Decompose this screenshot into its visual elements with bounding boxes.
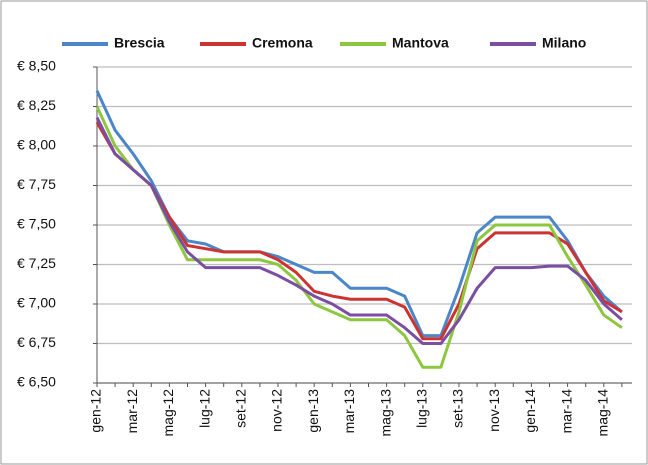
y-tick-label: € 8,25 xyxy=(17,97,56,113)
x-tick-label: mag-12 xyxy=(160,389,176,437)
y-tick-label: € 6,50 xyxy=(17,374,56,390)
y-tick-label: € 6,75 xyxy=(17,334,56,350)
x-tick-label: set-12 xyxy=(233,389,249,428)
x-tick-label: set-13 xyxy=(450,389,466,428)
legend-label: Milano xyxy=(542,35,586,51)
x-tick-label: gen-12 xyxy=(88,389,104,433)
x-tick-label: lug-13 xyxy=(414,389,430,428)
x-tick-label: lug-12 xyxy=(196,389,212,428)
legend-label: Cremona xyxy=(252,35,313,51)
legend-label: Brescia xyxy=(114,35,165,51)
y-tick-label: € 7,00 xyxy=(17,295,56,311)
series-line xyxy=(95,121,623,341)
x-tick-label: mag-14 xyxy=(595,389,611,437)
y-tick-label: € 8,50 xyxy=(17,58,56,74)
x-tick-label: mar-13 xyxy=(341,389,357,434)
x-tick-label: mar-14 xyxy=(558,389,574,434)
series-line xyxy=(95,116,623,345)
x-tick-label: mar-12 xyxy=(124,389,140,434)
y-tick-label: € 7,25 xyxy=(17,255,56,271)
series-line xyxy=(95,90,623,338)
legend-label: Mantova xyxy=(392,35,449,51)
x-tick-label: gen-14 xyxy=(522,389,538,433)
x-tick-label: nov-12 xyxy=(269,389,285,432)
y-tick-label: € 7,50 xyxy=(17,216,56,232)
y-tick-label: € 8,00 xyxy=(17,137,56,153)
series-line xyxy=(95,105,623,369)
y-tick-label: € 7,75 xyxy=(17,176,56,192)
x-tick-label: nov-13 xyxy=(486,389,502,432)
x-tick-label: gen-13 xyxy=(305,389,321,433)
x-tick-label: mag-13 xyxy=(377,389,393,437)
